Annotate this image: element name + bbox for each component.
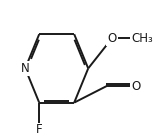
Text: F: F	[36, 124, 43, 136]
Text: N: N	[21, 62, 30, 75]
Text: O: O	[131, 80, 140, 93]
Text: O: O	[107, 32, 117, 45]
Text: CH₃: CH₃	[131, 32, 153, 45]
